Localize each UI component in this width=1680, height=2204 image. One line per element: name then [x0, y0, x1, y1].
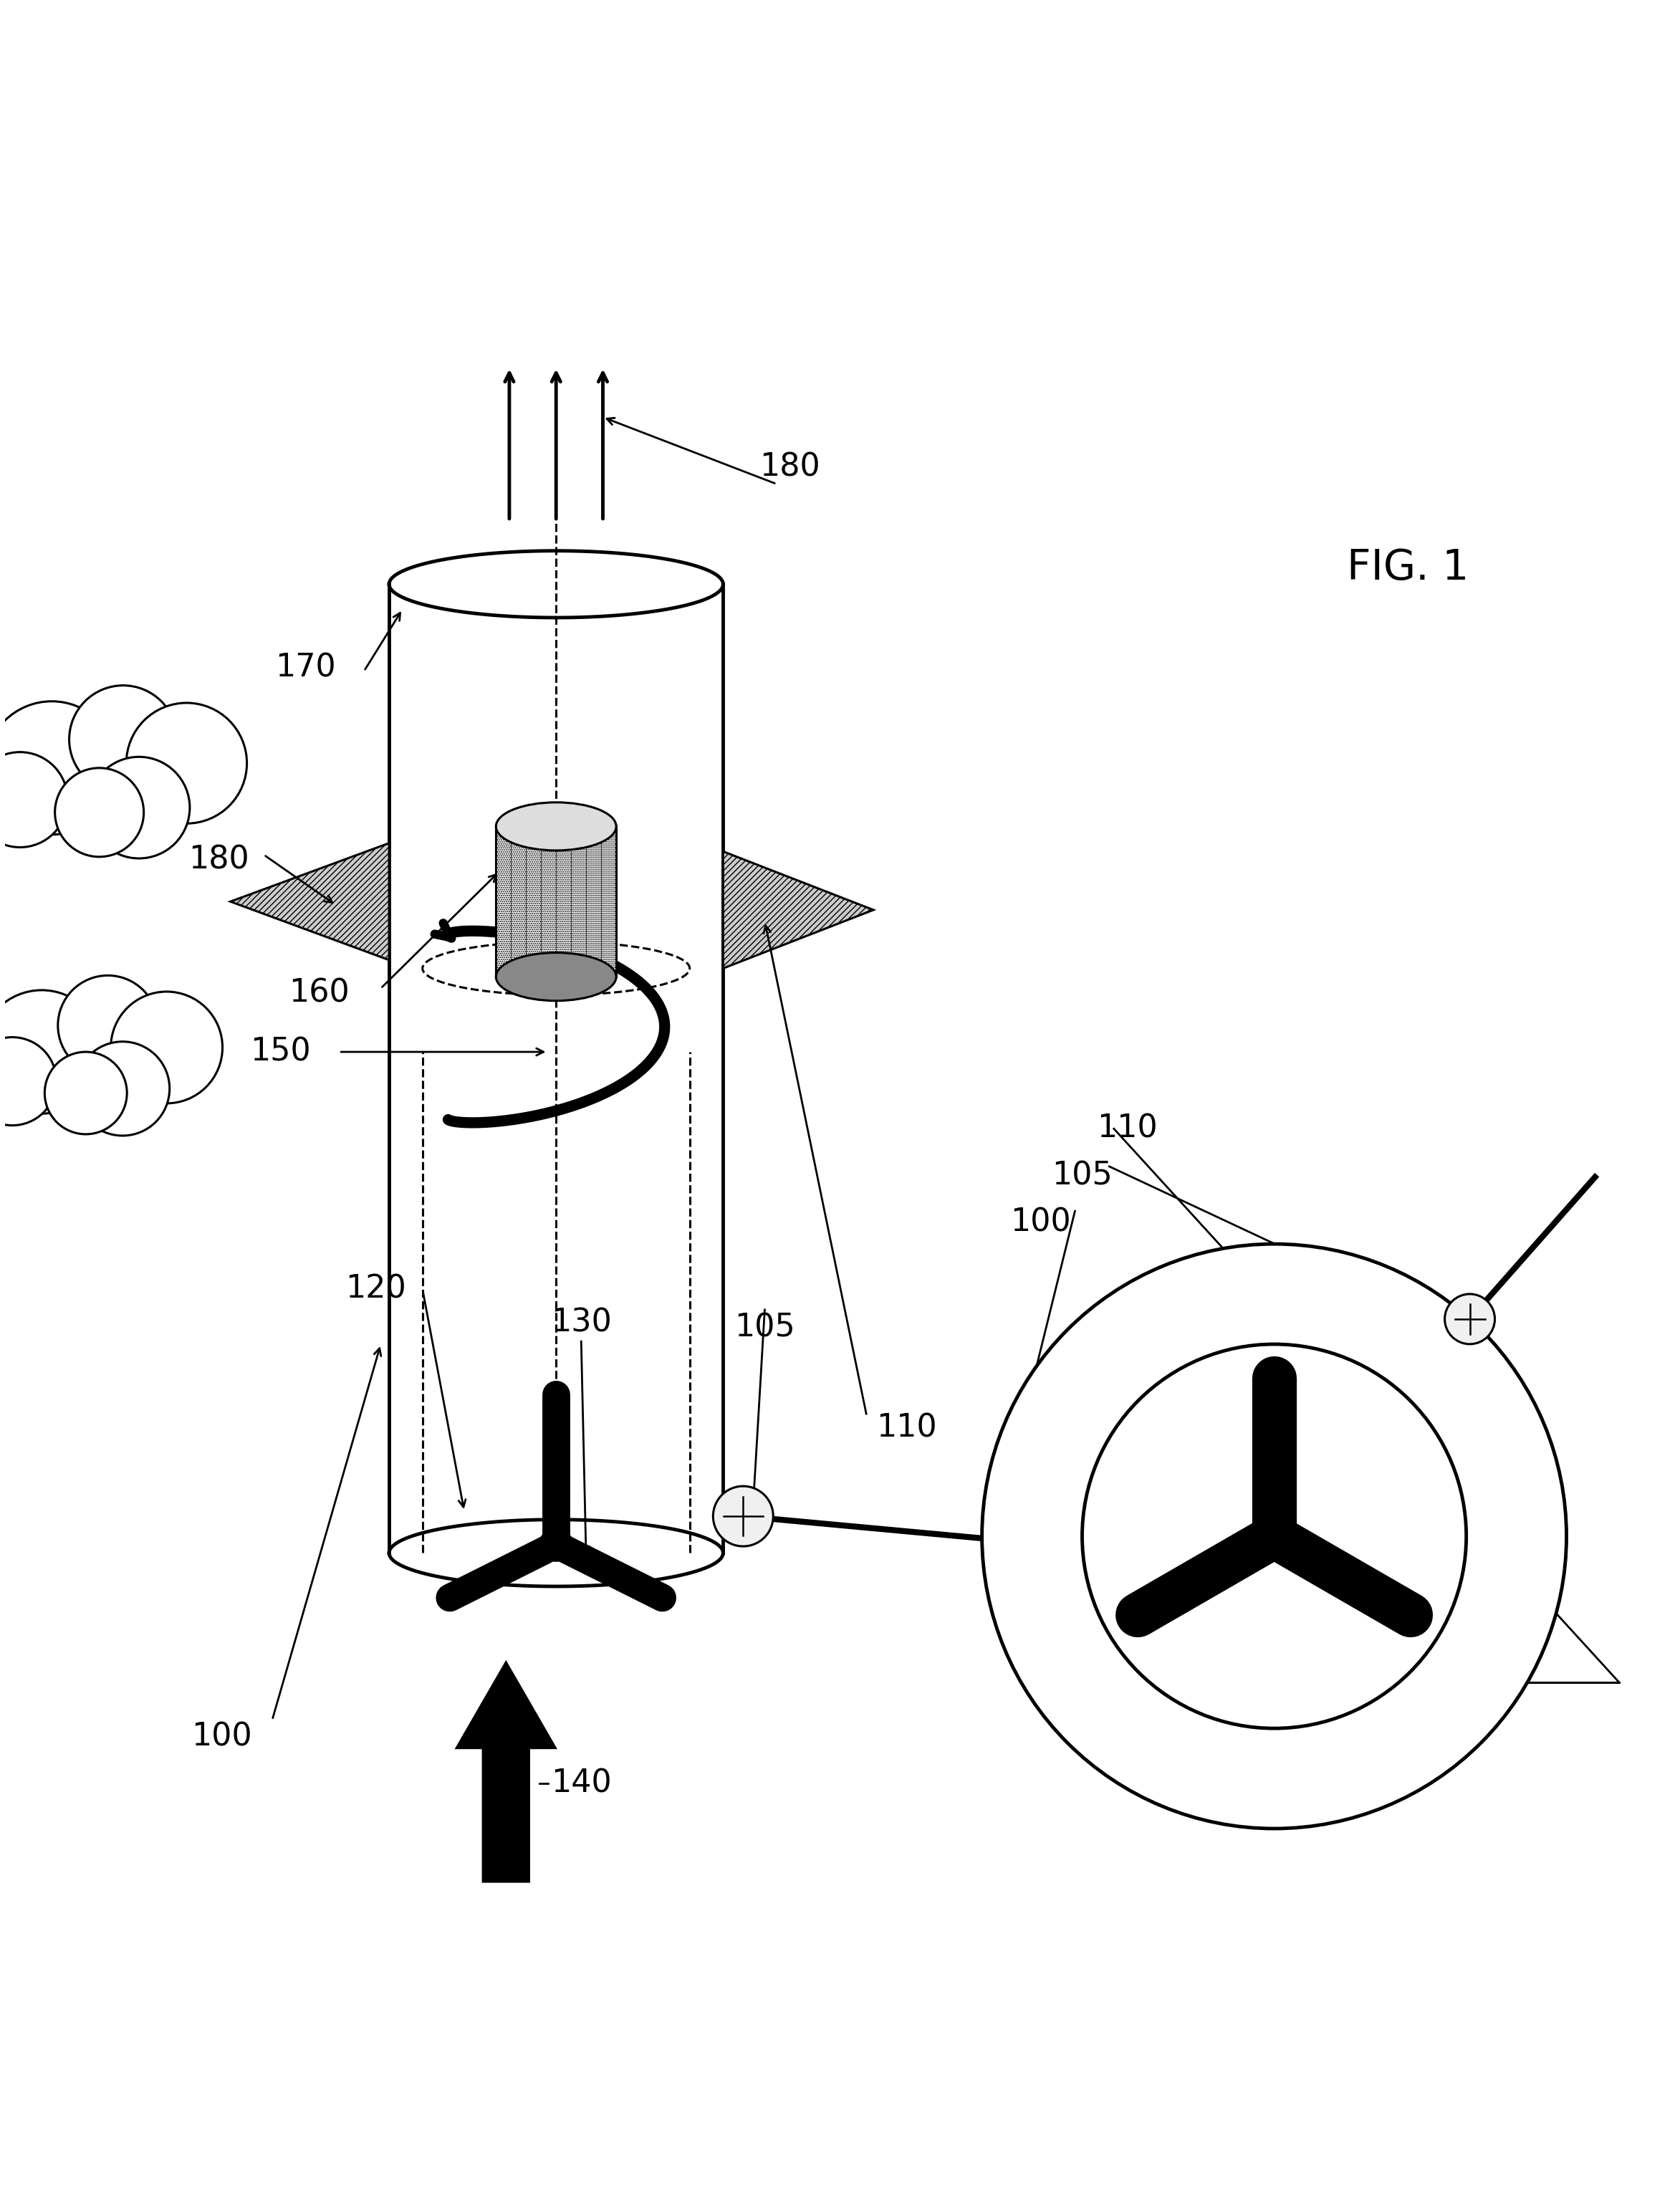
- Text: 120: 120: [346, 1274, 407, 1305]
- Circle shape: [1445, 1294, 1495, 1344]
- Circle shape: [57, 976, 158, 1076]
- Text: 180: 180: [188, 844, 249, 875]
- Polygon shape: [722, 851, 874, 968]
- Circle shape: [1082, 1344, 1467, 1728]
- Circle shape: [539, 1527, 573, 1560]
- Circle shape: [712, 1485, 773, 1547]
- Circle shape: [76, 1042, 170, 1135]
- Text: 160: 160: [289, 979, 349, 1009]
- Circle shape: [45, 1051, 128, 1135]
- Circle shape: [126, 703, 247, 824]
- Text: 180: 180: [759, 452, 820, 483]
- Text: 105: 105: [1052, 1159, 1112, 1190]
- Circle shape: [89, 756, 190, 857]
- Circle shape: [69, 685, 176, 793]
- Text: 110: 110: [1097, 1113, 1158, 1144]
- Circle shape: [55, 767, 144, 857]
- Polygon shape: [230, 844, 390, 961]
- Circle shape: [0, 701, 118, 835]
- Text: 100: 100: [192, 1721, 252, 1752]
- Text: 110: 110: [877, 1413, 937, 1444]
- Text: 150: 150: [250, 1036, 311, 1067]
- Circle shape: [0, 1038, 57, 1126]
- Text: 105: 105: [734, 1311, 795, 1342]
- Circle shape: [0, 752, 67, 846]
- Ellipse shape: [496, 802, 617, 851]
- Bar: [496, 826, 617, 976]
- Circle shape: [1253, 1514, 1295, 1558]
- Circle shape: [111, 992, 222, 1104]
- Text: 130: 130: [551, 1307, 612, 1338]
- Ellipse shape: [496, 952, 617, 1001]
- Polygon shape: [455, 1662, 556, 1882]
- Circle shape: [0, 990, 104, 1113]
- Text: 170: 170: [276, 652, 336, 683]
- Text: 100: 100: [1010, 1208, 1070, 1239]
- Circle shape: [981, 1243, 1566, 1829]
- Text: FIG. 1: FIG. 1: [1347, 547, 1468, 588]
- Text: 140: 140: [551, 1768, 612, 1798]
- Bar: [496, 826, 617, 976]
